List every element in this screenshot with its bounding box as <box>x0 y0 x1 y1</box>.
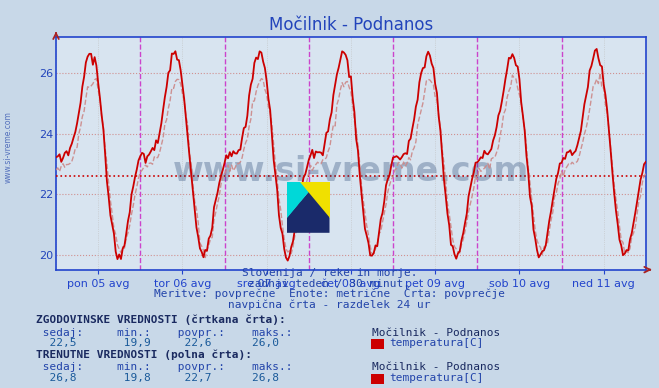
Polygon shape <box>300 182 330 218</box>
Text: TRENUTNE VREDNOSTI (polna črta):: TRENUTNE VREDNOSTI (polna črta): <box>36 349 252 360</box>
Text: 22,5       19,9     22,6      26,0: 22,5 19,9 22,6 26,0 <box>36 338 279 348</box>
Text: zadnji teden / 30 minut.: zadnji teden / 30 minut. <box>248 279 411 289</box>
Polygon shape <box>287 182 330 233</box>
Text: Močilnik - Podnanos: Močilnik - Podnanos <box>372 362 501 372</box>
Text: Meritve: povprečne  Enote: metrične  Črta: povprečje: Meritve: povprečne Enote: metrične Črta:… <box>154 287 505 299</box>
Text: www.si-vreme.com: www.si-vreme.com <box>3 111 13 184</box>
Polygon shape <box>287 182 316 218</box>
Text: temperatura[C]: temperatura[C] <box>389 338 483 348</box>
Text: www.si-vreme.com: www.si-vreme.com <box>173 155 529 189</box>
Text: sedaj:     min.:    povpr.:    maks.:: sedaj: min.: povpr.: maks.: <box>36 327 293 338</box>
Text: temperatura[C]: temperatura[C] <box>389 373 483 383</box>
Text: Močilnik - Podnanos: Močilnik - Podnanos <box>372 327 501 338</box>
Title: Močilnik - Podnanos: Močilnik - Podnanos <box>269 16 433 34</box>
Text: navpična črta - razdelek 24 ur: navpična črta - razdelek 24 ur <box>228 299 431 310</box>
Text: sedaj:     min.:    povpr.:    maks.:: sedaj: min.: povpr.: maks.: <box>36 362 293 372</box>
Text: ZGODOVINSKE VREDNOSTI (črtkana črta):: ZGODOVINSKE VREDNOSTI (črtkana črta): <box>36 314 286 325</box>
Text: Slovenija / reke in morje.: Slovenija / reke in morje. <box>242 268 417 278</box>
Text: 26,8       19,8     22,7      26,8: 26,8 19,8 22,7 26,8 <box>36 373 279 383</box>
